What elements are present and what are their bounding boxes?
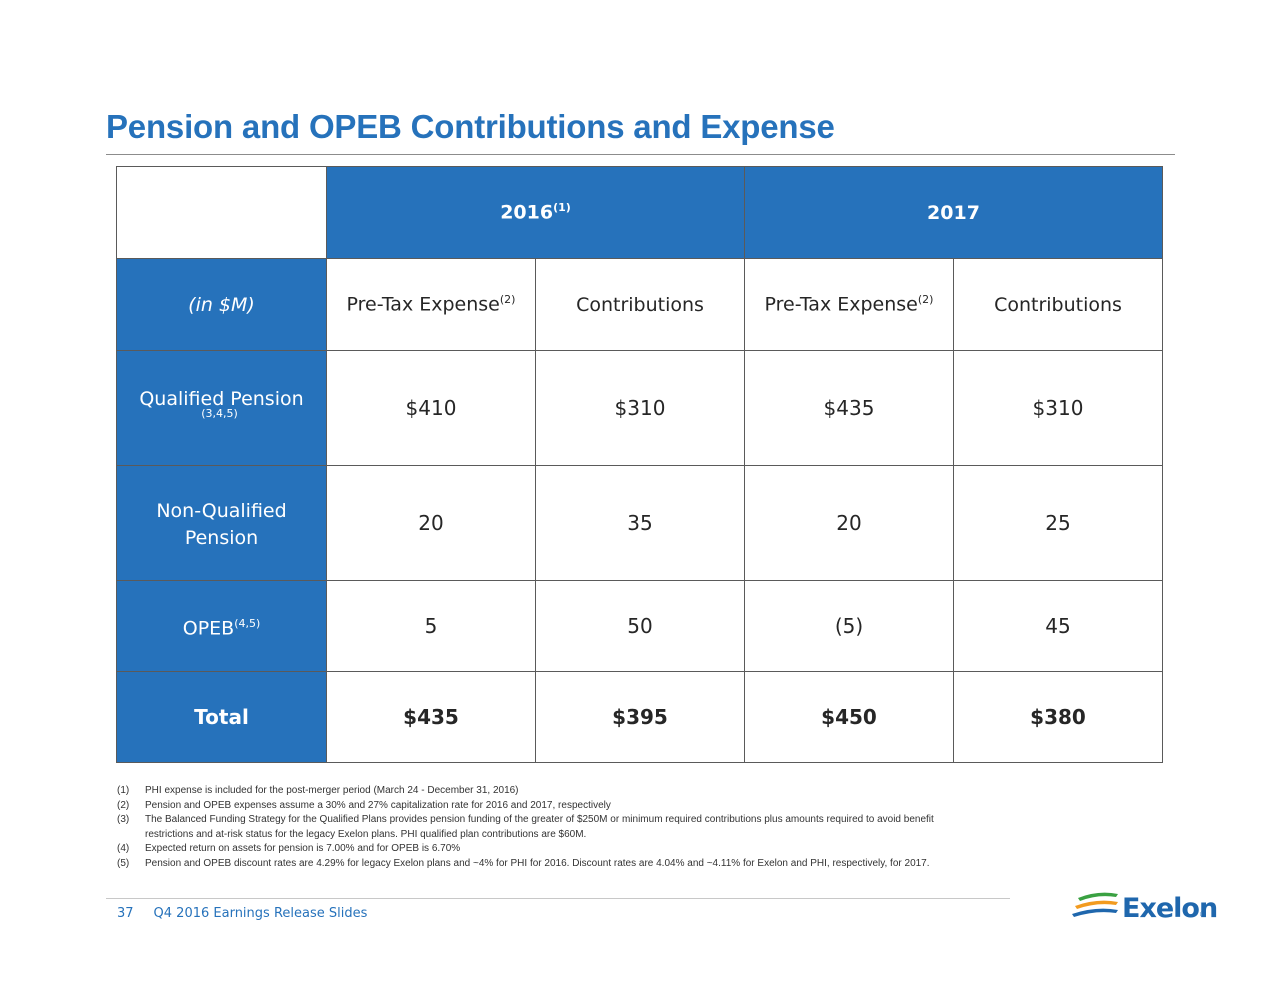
row-label-qualified-pension: Qualified Pension (3,4,5) [116, 350, 327, 466]
row-label-text: Non-Qualified [156, 500, 287, 522]
table-cell-total: $380 [953, 671, 1163, 763]
column-footnote-ref: (2) [499, 293, 516, 307]
table-cell-total: $450 [744, 671, 954, 763]
column-header-label: Pre-Tax Expense [346, 293, 500, 316]
table-cell: $310 [953, 350, 1163, 466]
footnote-number: (5) [117, 857, 130, 869]
footnote: (2) Pension and OPEB expenses assume a 30… [117, 799, 934, 814]
footnote-number: (1) [117, 785, 130, 796]
footnote-number: (2) [117, 799, 130, 811]
table-row: Qualified Pension (3,4,5) $410 $310 $435… [116, 350, 1163, 466]
table-cell: 35 [535, 465, 745, 581]
column-header-label: Contributions [576, 293, 704, 316]
footnote-text: Expected return on assets for pension is… [145, 843, 461, 855]
row-label-text: Qualified Pension [139, 388, 304, 410]
column-header-contributions-2017: Contributions [953, 258, 1163, 351]
table-row: OPEB(4,5) 5 50 (5) 45 [116, 580, 1163, 672]
row-label-opeb: OPEB(4,5) [116, 580, 327, 672]
table-cell: 20 [744, 465, 954, 581]
row-footnote-ref: (4,5) [234, 616, 261, 630]
table-cell: $410 [326, 350, 536, 466]
footnote: (3) The Balanced Funding Strategy for the… [117, 813, 934, 828]
row-label-text: OPEB [182, 617, 235, 640]
row-footnote-ref: (3,4,5) [201, 407, 238, 420]
footer-divider [106, 898, 1010, 899]
table-row: Non-Qualified Pension 20 35 20 25 [116, 465, 1163, 581]
table-cell: 20 [326, 465, 536, 581]
pension-opeb-table: 2016(1) 2017 (in $M) Pre-Tax Expense(2) … [116, 166, 1163, 763]
table-cell: 45 [953, 580, 1163, 672]
footnote: (5) Pension and OPEB discount rates are … [117, 857, 934, 872]
footnote-text: Pension and OPEB discount rates are 4.29… [145, 857, 930, 869]
footnotes: (1) PHI expense is included for the post-… [117, 784, 934, 872]
table-cell: 25 [953, 465, 1163, 581]
table-cell: (5) [744, 580, 954, 672]
slide-footer: 37 Q4 2016 Earnings Release Slides [117, 906, 367, 921]
column-footnote-ref: (2) [917, 293, 934, 307]
footnote: (1) PHI expense is included for the post-… [117, 784, 934, 799]
table-cell: 50 [535, 580, 745, 672]
units-label: (in $M) [116, 258, 327, 351]
footnote-text: Pension and OPEB expenses assume a 30% a… [145, 799, 611, 811]
page-title: Pension and OPEB Contributions and Expen… [106, 108, 835, 145]
table-cell-total: $395 [535, 671, 745, 763]
row-label-total: Total [116, 671, 327, 763]
footnote-number: (3) [117, 814, 130, 826]
column-header-pretax-2017: Pre-Tax Expense(2) [744, 258, 954, 351]
footnote-continuation: restrictions and at-risk status for the … [117, 828, 934, 843]
year-label: 2017 [927, 201, 980, 224]
table-cell: $435 [744, 350, 954, 466]
column-header-label: Contributions [994, 293, 1122, 316]
table-cell: $310 [535, 350, 745, 466]
table-row-total: Total $435 $395 $450 $380 [116, 671, 1163, 763]
table-corner-cell [116, 166, 327, 259]
footnote-text: The Balanced Funding Strategy for the Qu… [145, 814, 934, 826]
year-header-2017: 2017 [744, 166, 1163, 259]
year-header-2016: 2016(1) [326, 166, 745, 259]
exelon-wordmark: Exelon [1122, 893, 1218, 924]
deck-title: Q4 2016 Earnings Release Slides [153, 906, 368, 921]
footnote-text: PHI expense is included for the post-mer… [145, 785, 519, 796]
year-label: 2016 [500, 201, 554, 224]
footnote-text: restrictions and at-risk status for the … [145, 828, 587, 840]
column-header-pretax-2016: Pre-Tax Expense(2) [326, 258, 536, 351]
column-header-contributions-2016: Contributions [535, 258, 745, 351]
exelon-logo-mark-icon [1072, 892, 1118, 917]
page-number: 37 [117, 906, 134, 921]
title-divider [106, 154, 1175, 155]
registered-mark: ® [1200, 910, 1206, 919]
table-cell: 5 [326, 580, 536, 672]
year-footnote-ref: (1) [553, 201, 571, 215]
column-header-label: Pre-Tax Expense [764, 293, 918, 316]
row-label-non-qualified-pension: Non-Qualified Pension [116, 465, 327, 581]
table-cell-total: $435 [326, 671, 536, 763]
row-label-text-line2: Pension [184, 527, 259, 549]
footnote-number: (4) [117, 843, 130, 855]
footnote: (4) Expected return on assets for pensio… [117, 842, 934, 857]
